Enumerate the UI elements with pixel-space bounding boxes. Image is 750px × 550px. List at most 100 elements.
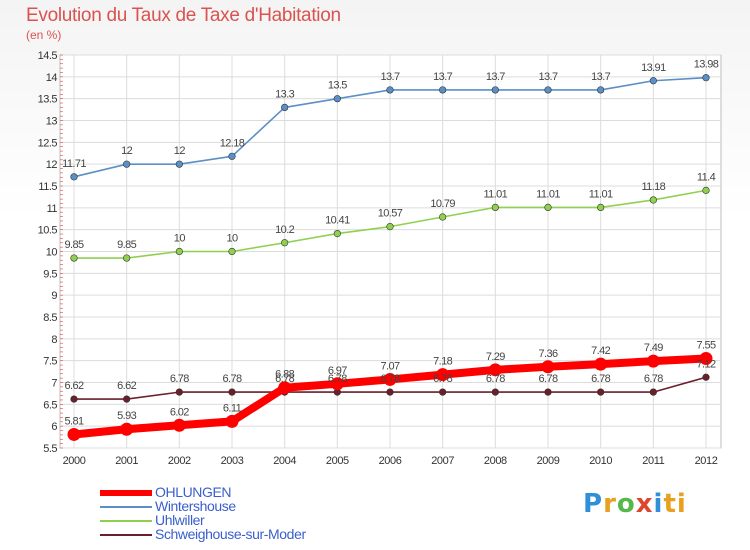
data-point	[439, 388, 447, 396]
data-label: 12.18	[220, 137, 245, 149]
data-label: 13.7	[486, 71, 505, 83]
y-tick-label: 6	[51, 421, 57, 433]
data-point	[175, 388, 183, 396]
x-tick-label: 2008	[484, 455, 507, 467]
y-tick-label: 13.5	[38, 94, 58, 106]
data-label: 12	[121, 145, 133, 157]
data-point	[491, 86, 499, 94]
data-point	[333, 229, 341, 238]
data-label: 9.85	[64, 239, 83, 251]
x-tick-label: 2011	[642, 455, 664, 467]
data-label: 7.42	[591, 345, 610, 357]
y-tick-label: 11.5	[38, 181, 57, 193]
x-tick-label: 2002	[168, 455, 191, 467]
data-label: 7.12	[696, 358, 715, 370]
y-tick-label: 8.5	[43, 312, 57, 324]
data-label: 11.01	[536, 188, 560, 200]
data-label: 6.78	[328, 373, 347, 385]
chart-title: Evolution du Taux de Taxe d'Habitation	[26, 5, 341, 26]
data-label: 10.79	[430, 198, 455, 210]
data-point	[649, 196, 657, 204]
data-label: 11.01	[483, 188, 507, 200]
data-point	[544, 86, 552, 94]
y-tick-label: 14.5	[38, 50, 58, 62]
y-tick-label: 5.5	[43, 443, 57, 455]
data-point	[386, 86, 394, 94]
data-point	[699, 351, 713, 365]
data-label: 5.81	[64, 415, 83, 427]
data-point	[597, 86, 605, 94]
data-label: 13.7	[591, 71, 610, 83]
x-tick-label: 2004	[273, 455, 296, 467]
data-label: 11.18	[641, 181, 665, 193]
data-point	[597, 203, 605, 211]
y-tick-label: 12	[46, 159, 58, 171]
y-tick-label: 7.5	[43, 356, 57, 368]
legend-swatch	[100, 506, 152, 508]
data-label: 7.36	[538, 348, 557, 360]
data-label: 6.78	[275, 373, 294, 385]
data-point	[70, 254, 78, 262]
data-point	[439, 86, 447, 94]
data-point	[172, 418, 186, 432]
y-tick-label: 12.5	[38, 137, 58, 149]
data-label: 13.91	[641, 62, 666, 74]
x-tick-label: 2000	[63, 455, 86, 467]
data-point	[702, 186, 710, 194]
data-label: 13.7	[380, 71, 399, 83]
data-label: 13.3	[275, 88, 294, 100]
data-point	[228, 152, 236, 160]
data-point	[649, 388, 657, 396]
data-label: 11.4	[697, 171, 716, 183]
data-point	[120, 422, 134, 436]
data-label: 13.7	[538, 71, 557, 83]
data-label: 6.78	[644, 373, 663, 385]
data-label: 6.78	[538, 373, 557, 385]
data-point	[228, 247, 236, 256]
y-tick-label: 10.5	[38, 225, 58, 237]
data-point	[278, 381, 292, 395]
data-point	[702, 74, 710, 82]
data-label: 13.5	[328, 80, 347, 92]
data-point	[175, 247, 183, 256]
data-point	[541, 360, 555, 374]
data-point	[70, 173, 78, 181]
data-point	[333, 95, 341, 103]
data-label: 13.7	[433, 71, 452, 83]
data-point	[646, 354, 660, 368]
data-point	[281, 239, 289, 247]
data-point	[123, 254, 131, 262]
data-point	[67, 427, 81, 441]
y-tick-label: 9	[51, 290, 57, 302]
data-point	[488, 363, 502, 377]
data-point	[491, 388, 499, 396]
x-tick-label: 2012	[695, 455, 718, 467]
data-label: 6.62	[117, 380, 136, 392]
y-tick-label: 7	[51, 378, 57, 390]
data-label: 13.98	[694, 59, 719, 71]
data-point	[330, 377, 344, 391]
chart-subtitle: (en %)	[26, 28, 62, 42]
data-label: 12	[174, 145, 186, 157]
data-label: 10.57	[378, 208, 403, 220]
data-point	[649, 77, 657, 85]
data-point	[597, 388, 605, 396]
y-tick-label: 13	[46, 116, 58, 128]
data-point	[544, 203, 552, 211]
legend-swatch	[100, 534, 152, 536]
data-point	[702, 373, 710, 381]
x-tick-label: 2006	[379, 455, 402, 467]
legend-label: Schweighouse-sur-Moder	[155, 526, 306, 542]
data-label: 11.71	[62, 158, 86, 170]
data-label: 10.2	[275, 224, 294, 236]
data-label: 6.78	[591, 373, 610, 385]
data-point	[383, 372, 397, 386]
legend-swatch	[100, 520, 152, 522]
x-tick-label: 2010	[589, 455, 612, 467]
data-point	[70, 395, 78, 403]
legend-label: Wintershouse	[155, 498, 236, 514]
data-point	[491, 203, 499, 211]
data-label: 7.18	[433, 356, 452, 368]
data-point	[436, 368, 450, 382]
